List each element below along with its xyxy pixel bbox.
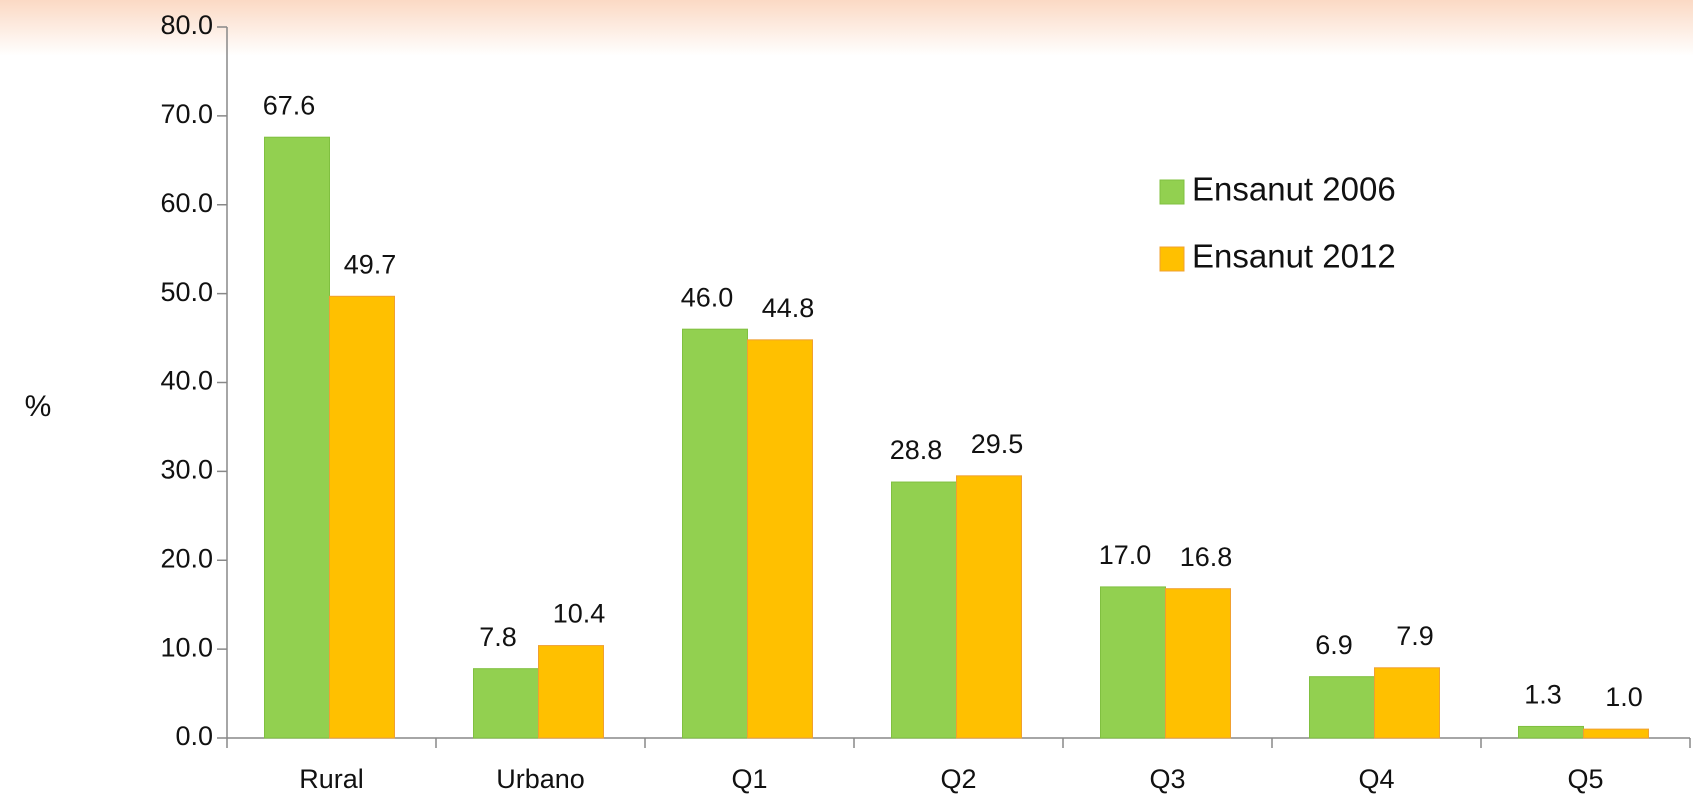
value-label: 7.8 [479,622,517,652]
value-label: 46.0 [681,282,734,312]
x-tick-label: Q4 [1358,764,1394,794]
bar [1583,728,1649,739]
value-label: 7.9 [1396,621,1434,651]
value-label: 29.5 [971,429,1024,459]
x-tick-label: Q3 [1149,764,1185,794]
value-label: 28.8 [890,435,943,465]
bar [473,668,539,739]
value-label: 1.0 [1605,682,1643,712]
legend-label: Ensanut 2012 [1192,238,1396,275]
legend-label: Ensanut 2006 [1192,171,1396,208]
y-tick-label: 0.0 [175,721,213,751]
bar [264,136,330,739]
x-tick-label: Q5 [1567,764,1603,794]
bar [956,475,1022,739]
value-label: 1.3 [1524,680,1562,710]
bar [1518,725,1584,739]
y-tick-label: 60.0 [160,188,213,218]
legend-swatch [1159,179,1185,205]
bar [891,481,957,739]
y-tick-label: 50.0 [160,277,213,307]
y-tick-label: 20.0 [160,543,213,573]
bar [682,328,748,739]
bar [329,295,395,739]
x-tick-label: Rural [299,764,364,794]
y-tick-label: 40.0 [160,366,213,396]
legend-swatch [1159,246,1185,272]
bar [1165,588,1231,739]
value-label: 17.0 [1099,540,1152,570]
y-tick-label: 30.0 [160,455,213,485]
value-label: 44.8 [762,293,815,323]
bar [1374,667,1440,739]
bar [747,339,813,739]
value-label: 6.9 [1315,630,1353,660]
y-tick-label: 80.0 [160,10,213,40]
value-label: 49.7 [344,249,397,279]
y-tick-label: 10.0 [160,632,213,662]
x-tick-label: Urbano [496,764,585,794]
bar [1100,586,1166,739]
value-label: 10.4 [553,599,606,629]
value-label: 67.6 [263,90,316,120]
y-axis-label: % [25,390,52,423]
value-label: 16.8 [1180,542,1233,572]
x-tick-label: Q1 [731,764,767,794]
x-tick-label: Q2 [940,764,976,794]
y-tick-label: 70.0 [160,99,213,129]
bar [538,645,604,739]
bar [1309,676,1375,739]
